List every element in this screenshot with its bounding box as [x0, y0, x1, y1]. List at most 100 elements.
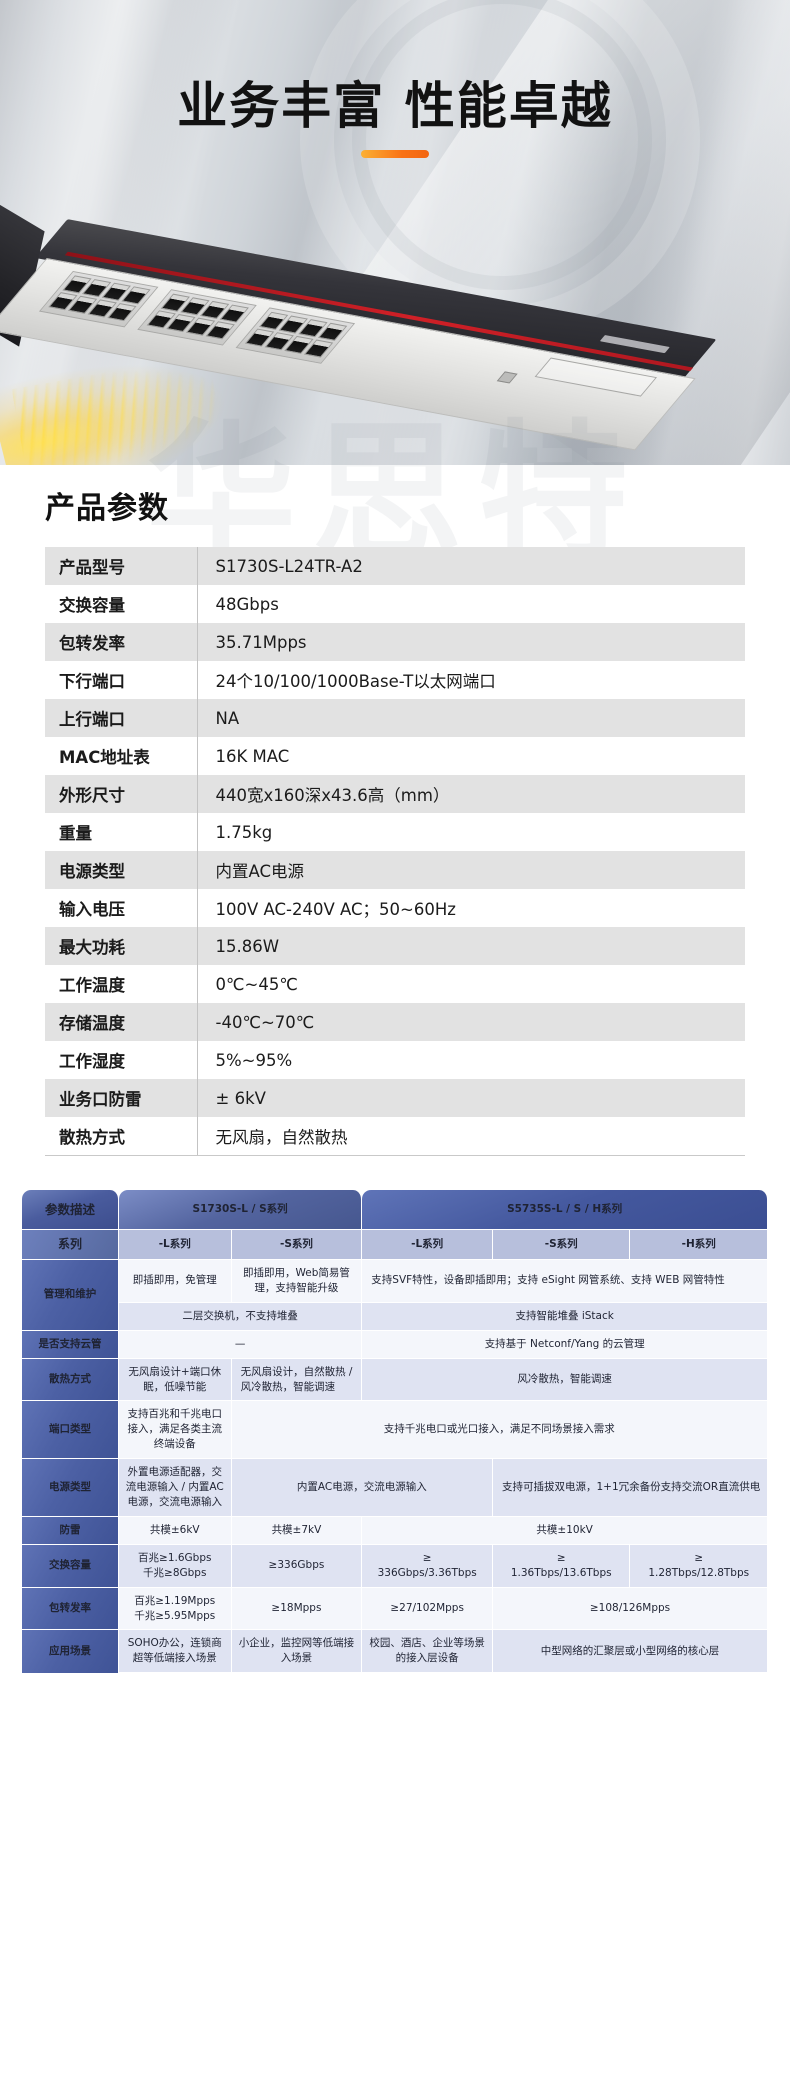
comparison-row-label: 包转发率 — [22, 1587, 119, 1631]
switch-red-stripe — [64, 251, 694, 372]
light-rays-decoration — [11, 354, 225, 465]
spec-row-key: 交换容量 — [45, 585, 198, 623]
ethernet-port-icon — [278, 315, 308, 334]
spec-row-key: MAC地址表 — [45, 737, 198, 775]
comparison-header-group-s1730s: S1730S-L / S系列 — [118, 1190, 363, 1230]
spec-row-key: 散热方式 — [45, 1117, 198, 1156]
comparison-table-cell: 共模±7kV — [231, 1516, 363, 1545]
switch-port-legend — [534, 357, 658, 397]
spec-row-key: 存储温度 — [45, 1003, 198, 1041]
spec-row-value: NA — [215, 708, 240, 728]
comparison-table-row: 包转发率 百兆≥1.19Mpps 千兆≥5.95Mpps ≥18Mpps ≥27/102… — [22, 1587, 768, 1631]
spec-row-key: 产品型号 — [45, 547, 198, 585]
spec-row: 散热方式 无风扇，自然散热 — [45, 1117, 745, 1156]
comparison-series-cell: -H系列 — [630, 1230, 768, 1261]
comparison-table-row: 是否支持云管 — 支持基于 Netconf/Yang 的云管理 — [22, 1330, 768, 1359]
spec-row-value: 35.71Mpps — [215, 632, 307, 652]
spec-row: 工作湿度 5%~95% — [45, 1041, 745, 1079]
comparison-header-group-s5735s: S5735S-L / S / H系列 — [362, 1190, 768, 1230]
comparison-table-cell: 支持智能堆叠 iStack — [362, 1302, 768, 1331]
ethernet-port-icon — [180, 297, 210, 316]
hero-logo-watermark-icon — [300, 0, 700, 340]
comparison-table-row: 交换容量 百兆≥1.6Gbps 千兆≥8Gbps ≥336Gbps ≥336Gbps/3… — [22, 1544, 768, 1588]
spec-row-value: ± 6kV — [215, 1088, 266, 1108]
comparison-table-row: 电源类型 外置电源适配器，交流电源输入 / 内置AC电源，交流电源输入 内置AC电源… — [22, 1459, 768, 1517]
comparison-row-label: 交换容量 — [22, 1544, 119, 1588]
ethernet-port-icon — [199, 300, 230, 319]
spec-row: MAC地址表 16K MAC — [45, 737, 745, 775]
hero-banner: 业务丰富 性能卓越 — [0, 0, 790, 465]
spec-row-key: 输入电压 — [45, 889, 198, 927]
spec-table: 产品型号 S1730S-L24TR-A2 交换容量 48Gbps 包转发率 35.71Mp… — [45, 547, 745, 1156]
spec-row-key: 外形尺寸 — [45, 775, 198, 813]
comparison-table-cell: 无风扇设计+端口休眠，低噪节能 — [118, 1358, 232, 1402]
comparison-table-row: 防雷 共模±6kV 共模±7kV 共模±10kV — [22, 1516, 768, 1545]
spec-row: 重量 1.75kg — [45, 813, 745, 851]
comparison-table-cell: 支持百兆和千兆电口接入，满足各类主流终端设备 — [118, 1401, 232, 1460]
spec-row-value: 15.86W — [215, 936, 280, 956]
spec-row: 交换容量 48Gbps — [45, 585, 745, 623]
switch-side-panel — [0, 201, 45, 347]
ethernet-port-icon — [62, 275, 92, 294]
switch-port-row — [48, 292, 137, 322]
spec-row: 存储温度 -40℃~70℃ — [45, 1003, 745, 1041]
spec-row: 上行端口 NA — [45, 699, 745, 737]
spec-row-key: 上行端口 — [45, 699, 198, 737]
switch-port-row — [244, 328, 334, 358]
spec-row-value: 无风扇，自然散热 — [197, 1117, 745, 1156]
spec-row-value: 0℃~45℃ — [215, 974, 298, 994]
comparison-table-row: 端口类型 支持百兆和千兆电口接入，满足各类主流终端设备 支持千兆电口或光口接入，满足… — [22, 1401, 768, 1460]
switch-port-row — [258, 311, 348, 341]
spec-row-key: 工作湿度 — [45, 1041, 198, 1079]
comparison-table-cell: 支持基于 Netconf/Yang 的云管理 — [362, 1330, 768, 1359]
ethernet-port-icon — [185, 317, 216, 336]
switch-front-panel — [0, 257, 696, 451]
ethernet-port-icon — [244, 328, 275, 347]
comparison-table-cell: — — [118, 1330, 363, 1359]
comparison-table-cell: 共模±6kV — [118, 1516, 232, 1545]
hero-logo-watermark-inner-icon — [352, 0, 652, 290]
comparison-table-cell: 百兆≥1.19Mpps 千兆≥5.95Mpps — [118, 1587, 232, 1631]
comparison-table-row: 应用场景 SOHO办公，连锁商超等低端接入场景 小企业，监控网等低端接入场景 校园、酒… — [22, 1630, 768, 1674]
comparison-table-cell: 小企业，监控网等低端接入场景 — [231, 1630, 363, 1674]
comparison-row-label: 散热方式 — [22, 1358, 119, 1402]
ethernet-port-icon — [284, 335, 314, 354]
spec-row: 输入电压 100V AC-240V AC；50~60Hz — [45, 889, 745, 927]
switch-port-bank-3 — [235, 307, 356, 364]
spec-row: 下行端口 24个10/100/1000Base-T以太网端口 — [45, 661, 745, 699]
ethernet-port-icon — [121, 286, 151, 305]
light-burst-decoration — [0, 332, 240, 465]
comparison-table-row: 散热方式 无风扇设计+端口休眠，低噪节能 无风扇设计，自然散热 / 风冷散热，智能调… — [22, 1358, 768, 1402]
spec-row: 电源类型 内置AC电源 — [45, 851, 745, 889]
spec-row-value: S1730S-L24TR-A2 — [215, 556, 363, 576]
ethernet-port-icon — [146, 310, 176, 329]
ethernet-port-icon — [81, 279, 112, 298]
comparison-table-cell: ≥336Gbps — [231, 1544, 363, 1588]
comparison-table-row: 管理和维护 即插即用，免管理 即插即用，Web简易管理，支持智能升级 支持SVF特性，… — [22, 1260, 768, 1331]
comparison-series-cell: -S系列 — [493, 1230, 631, 1261]
comparison-table-cell: ≥18Mpps — [231, 1587, 363, 1631]
comparison-table-cell: ≥108/126Mpps — [493, 1587, 768, 1631]
ethernet-port-icon — [87, 299, 117, 318]
spec-row: 包转发率 35.71Mpps — [45, 623, 745, 661]
spec-row-value: 1.75kg — [215, 822, 273, 842]
ethernet-port-icon — [160, 293, 190, 312]
comparison-table-cell: 内置AC电源，交流电源输入 — [231, 1459, 493, 1517]
ethernet-port-icon — [298, 319, 328, 338]
comparison-row-label: 管理和维护 — [22, 1260, 119, 1331]
ethernet-port-icon — [107, 303, 137, 322]
product-image — [0, 183, 768, 465]
switch-port-bank-1 — [38, 270, 159, 328]
spec-row-value: 16K MAC — [215, 746, 290, 766]
spec-row: 工作温度 0℃~45℃ — [45, 965, 745, 1003]
comparison-table-cell: ≥1.36Tbps/13.6Tbps — [493, 1544, 631, 1588]
comparison-table-cell: 中型网络的汇聚层或小型网络的核心层 — [493, 1630, 768, 1674]
comparison-table-cell: ≥1.28Tbps/12.8Tbps — [630, 1544, 768, 1588]
series-comparison-section: 参数描述 S1730S-L / S系列 S5735S-L / S / H系列 系列 -… — [0, 1190, 790, 1674]
comparison-table-cell: 支持SVF特性，设备即插即用；支持 eSight 网管系统、支持 WEB 网管特… — [362, 1260, 768, 1303]
spec-row-key: 重量 — [45, 813, 198, 851]
switch-chassis — [0, 201, 717, 453]
ethernet-port-icon — [258, 311, 289, 330]
switch-top-panel — [34, 219, 717, 379]
comparison-series-cell: -L系列 — [118, 1230, 232, 1261]
